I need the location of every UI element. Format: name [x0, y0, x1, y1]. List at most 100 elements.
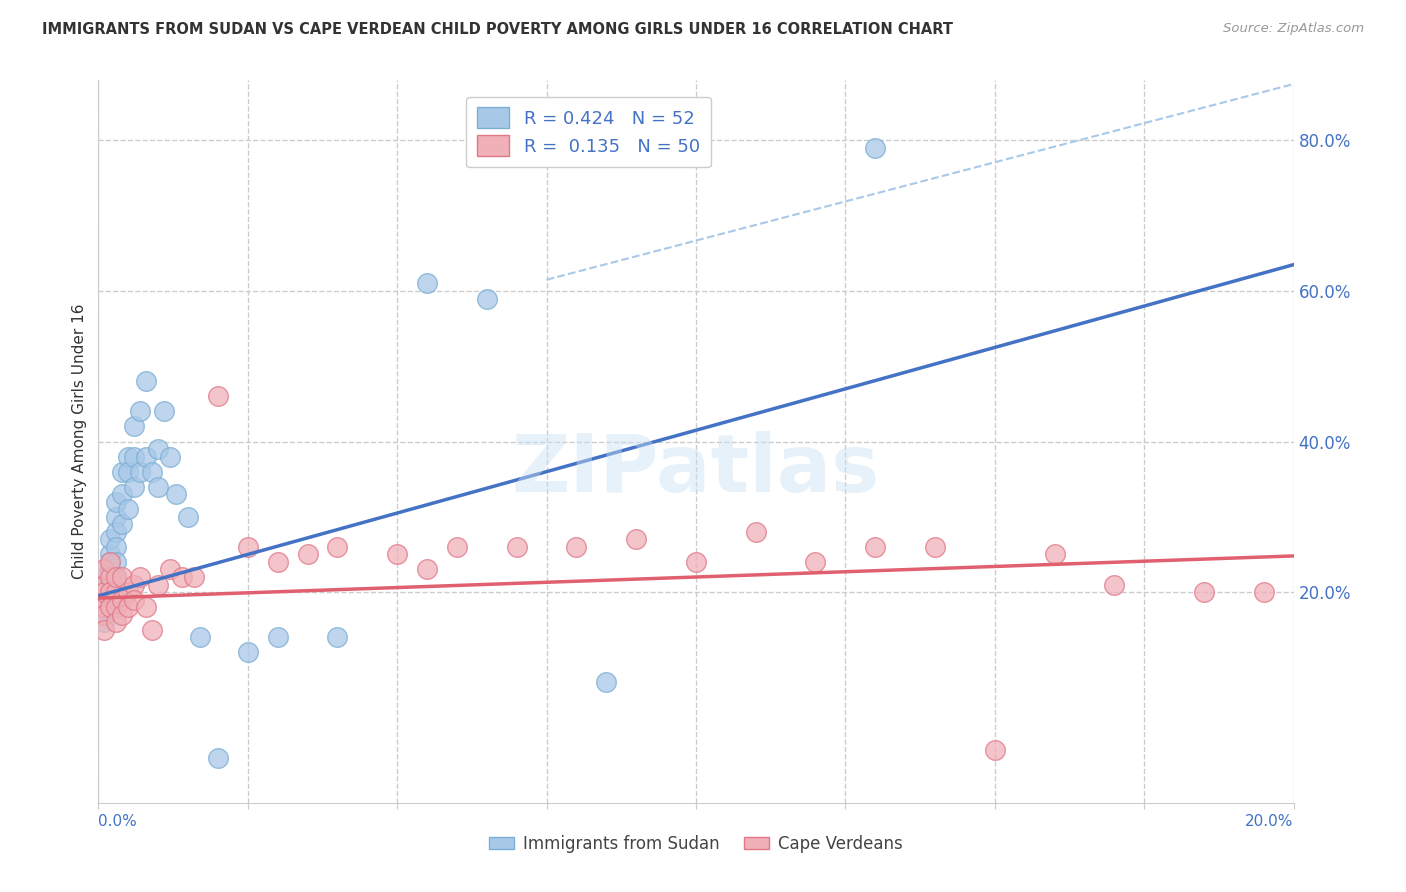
Point: [93, 577, 115, 591]
Text: 20.0%: 20.0%: [1246, 814, 1294, 829]
Point: [93, 562, 115, 576]
Point: [326, 630, 349, 644]
Point: [98, 585, 122, 599]
Point: [416, 562, 439, 576]
Point: [685, 555, 707, 569]
Point: [446, 540, 468, 554]
Point: [117, 600, 139, 615]
Point: [98, 600, 122, 615]
Point: [124, 450, 146, 464]
Point: [124, 419, 146, 434]
Point: [105, 509, 128, 524]
Point: [111, 465, 134, 479]
Point: [98, 585, 122, 599]
Point: [124, 592, 146, 607]
Point: [236, 540, 259, 554]
Point: [105, 524, 128, 539]
Point: [111, 607, 134, 622]
Point: [267, 630, 290, 644]
Point: [475, 292, 498, 306]
Point: [565, 540, 588, 554]
Point: [135, 450, 157, 464]
Point: [141, 465, 163, 479]
Point: [1253, 585, 1275, 599]
Point: [93, 600, 115, 615]
Point: [1192, 585, 1215, 599]
Legend: Immigrants from Sudan, Cape Verdeans: Immigrants from Sudan, Cape Verdeans: [482, 828, 910, 860]
Point: [98, 533, 122, 547]
Point: [105, 540, 128, 554]
Point: [117, 465, 139, 479]
Point: [117, 502, 139, 516]
Point: [117, 450, 139, 464]
Point: [159, 562, 181, 576]
Point: [111, 592, 134, 607]
Point: [153, 404, 176, 418]
Point: [177, 509, 200, 524]
Point: [148, 442, 170, 456]
Point: [129, 404, 152, 418]
Point: [98, 555, 122, 569]
Point: [1104, 577, 1126, 591]
Point: [93, 600, 115, 615]
Point: [105, 570, 128, 584]
Point: [297, 548, 319, 562]
Point: [188, 630, 211, 644]
Point: [595, 675, 617, 690]
Point: [105, 555, 128, 569]
Text: IMMIGRANTS FROM SUDAN VS CAPE VERDEAN CHILD POVERTY AMONG GIRLS UNDER 16 CORRELA: IMMIGRANTS FROM SUDAN VS CAPE VERDEAN CH…: [42, 22, 953, 37]
Point: [626, 533, 648, 547]
Point: [506, 540, 529, 554]
Point: [124, 480, 146, 494]
Point: [93, 577, 115, 591]
Point: [93, 585, 115, 599]
Point: [111, 570, 134, 584]
Point: [416, 277, 439, 291]
Text: 0.0%: 0.0%: [98, 814, 138, 829]
Point: [98, 592, 122, 607]
Point: [105, 615, 128, 630]
Point: [111, 487, 134, 501]
Point: [98, 555, 122, 569]
Point: [93, 615, 115, 630]
Point: [172, 570, 194, 584]
Text: Source: ZipAtlas.com: Source: ZipAtlas.com: [1223, 22, 1364, 36]
Point: [1043, 548, 1066, 562]
Point: [385, 548, 409, 562]
Point: [98, 562, 122, 576]
Point: [98, 570, 122, 584]
Point: [105, 494, 128, 508]
Point: [98, 600, 122, 615]
Point: [129, 570, 152, 584]
Point: [984, 743, 1007, 757]
Point: [924, 540, 946, 554]
Point: [98, 577, 122, 591]
Point: [148, 480, 170, 494]
Point: [105, 600, 128, 615]
Point: [87, 592, 110, 607]
Point: [165, 487, 187, 501]
Point: [129, 465, 152, 479]
Point: [745, 524, 768, 539]
Point: [87, 592, 110, 607]
Point: [93, 585, 115, 599]
Point: [105, 570, 128, 584]
Point: [105, 585, 128, 599]
Text: ZIPatlas: ZIPatlas: [512, 432, 880, 509]
Point: [93, 570, 115, 584]
Point: [117, 585, 139, 599]
Point: [105, 585, 128, 599]
Point: [207, 389, 229, 403]
Point: [804, 555, 827, 569]
Point: [236, 645, 259, 659]
Point: [159, 450, 181, 464]
Point: [111, 517, 134, 532]
Point: [141, 623, 163, 637]
Point: [865, 141, 887, 155]
Point: [267, 555, 290, 569]
Point: [148, 577, 170, 591]
Point: [135, 600, 157, 615]
Point: [326, 540, 349, 554]
Point: [93, 607, 115, 622]
Point: [183, 570, 205, 584]
